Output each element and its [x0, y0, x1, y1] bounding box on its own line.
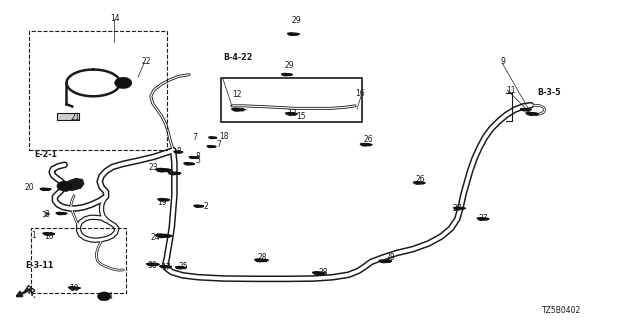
Polygon shape	[287, 33, 300, 36]
Text: 28: 28	[319, 268, 328, 277]
Polygon shape	[413, 182, 425, 184]
Polygon shape	[477, 218, 489, 220]
Polygon shape	[312, 272, 325, 275]
Ellipse shape	[115, 77, 132, 89]
Polygon shape	[173, 151, 183, 153]
Text: B-4-22: B-4-22	[223, 53, 252, 62]
Polygon shape	[453, 207, 465, 210]
Text: 1: 1	[31, 231, 36, 240]
Text: 6: 6	[63, 185, 68, 194]
Polygon shape	[525, 112, 539, 115]
Bar	[31, 228, 126, 293]
Polygon shape	[40, 188, 51, 190]
Polygon shape	[189, 156, 198, 158]
Polygon shape	[157, 198, 170, 201]
Text: 2: 2	[204, 202, 209, 211]
Text: 7: 7	[192, 132, 197, 141]
Text: 16: 16	[355, 89, 365, 98]
Text: 30: 30	[148, 261, 157, 270]
Text: 10: 10	[44, 232, 54, 241]
Ellipse shape	[97, 292, 111, 301]
Text: 22: 22	[141, 57, 150, 66]
Text: 24: 24	[151, 233, 161, 242]
Polygon shape	[159, 265, 172, 268]
Text: 26: 26	[416, 175, 426, 184]
Text: 9: 9	[500, 57, 505, 66]
Polygon shape	[43, 233, 55, 235]
Text: 8: 8	[176, 147, 181, 156]
Text: 26: 26	[364, 135, 373, 144]
Text: 17: 17	[162, 263, 172, 272]
Polygon shape	[68, 287, 81, 289]
Bar	[221, 78, 362, 123]
Polygon shape	[63, 179, 84, 190]
Polygon shape	[379, 260, 392, 263]
Text: FR.: FR.	[21, 284, 39, 300]
Text: 11: 11	[506, 86, 516, 95]
Text: 5: 5	[195, 156, 200, 165]
FancyBboxPatch shape	[57, 113, 79, 120]
Polygon shape	[209, 137, 217, 139]
Text: E-3-11: E-3-11	[25, 261, 53, 270]
Text: 25: 25	[178, 262, 188, 271]
Polygon shape	[194, 205, 204, 207]
Polygon shape	[168, 172, 181, 175]
Polygon shape	[232, 108, 246, 111]
Text: 29: 29	[291, 16, 301, 25]
Text: 27: 27	[453, 204, 463, 213]
Polygon shape	[282, 73, 292, 76]
Polygon shape	[56, 212, 67, 215]
Polygon shape	[520, 108, 531, 111]
Text: 10: 10	[70, 284, 79, 292]
Polygon shape	[184, 163, 195, 165]
Text: 21: 21	[71, 114, 81, 123]
Polygon shape	[156, 234, 172, 237]
Polygon shape	[285, 113, 298, 115]
Bar	[29, 31, 167, 150]
Text: 12: 12	[232, 90, 241, 99]
Text: E-2-1: E-2-1	[34, 150, 57, 159]
Text: 28: 28	[385, 253, 395, 262]
Text: B-3-5: B-3-5	[537, 88, 561, 97]
Polygon shape	[147, 263, 159, 266]
Text: 28: 28	[257, 253, 267, 262]
Polygon shape	[175, 267, 186, 269]
Polygon shape	[255, 259, 268, 262]
Text: 29: 29	[285, 60, 294, 69]
Text: 20: 20	[25, 183, 35, 192]
Text: 7: 7	[216, 140, 221, 149]
Polygon shape	[156, 168, 172, 172]
Text: 15: 15	[296, 112, 305, 121]
Text: 13: 13	[287, 109, 296, 118]
Text: 18: 18	[219, 132, 228, 140]
Text: 8: 8	[195, 152, 200, 161]
Text: TZ5B0402: TZ5B0402	[542, 306, 582, 315]
Text: 23: 23	[149, 163, 159, 172]
Ellipse shape	[57, 181, 72, 191]
Polygon shape	[360, 143, 372, 146]
Text: 27: 27	[478, 214, 488, 223]
Text: 14: 14	[111, 14, 120, 23]
Text: 4: 4	[108, 292, 113, 301]
Polygon shape	[207, 146, 216, 148]
Text: 3: 3	[44, 210, 49, 219]
Text: 19: 19	[157, 197, 167, 206]
